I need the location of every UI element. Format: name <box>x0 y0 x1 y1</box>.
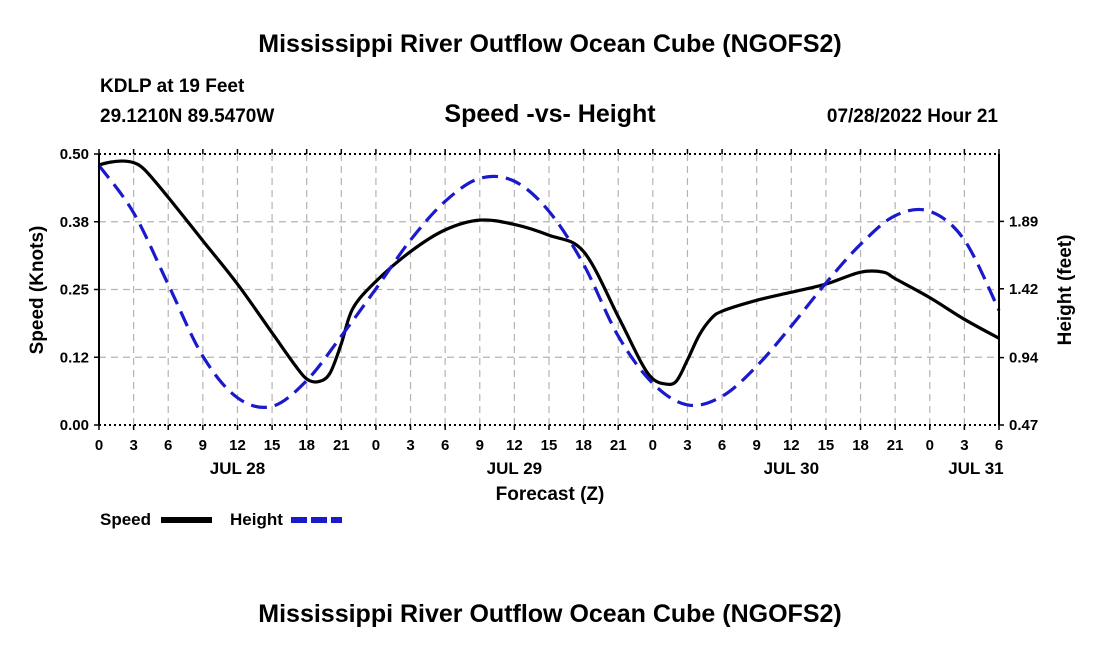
x-tick-label: 6 <box>164 437 172 454</box>
y-axis-label: Speed (Knots) <box>27 226 48 355</box>
x-tick-label: 6 <box>441 437 449 454</box>
chart-subtitle: Speed -vs- Height <box>444 100 656 128</box>
x-tick-label: 18 <box>575 437 592 454</box>
x-axis-label: Forecast (Z) <box>496 484 605 505</box>
chart-series <box>97 159 1001 409</box>
x-tick-label: 21 <box>887 437 904 454</box>
x-tick-label: 0 <box>95 437 103 454</box>
legend-label-height: Height <box>230 510 283 529</box>
x-tick-label: 9 <box>476 437 484 454</box>
date-label: JUL 31 <box>948 459 1003 478</box>
x-tick-label: 12 <box>506 437 523 454</box>
x-tick-label: 21 <box>333 437 350 454</box>
page-title: Mississippi River Outflow Ocean Cube (NG… <box>258 30 842 58</box>
chart-tick-labels: 0 3 6 9 12 15 18 21 0 3 6 9 12 15 18 21 0 3 6 9 12 15 18 21 0 3 60… <box>60 146 1039 478</box>
x-tick-label: 15 <box>264 437 281 454</box>
legend-label-speed: Speed <box>100 510 151 529</box>
chart-axes <box>94 149 1004 430</box>
x-tick-label: 0 <box>926 437 934 454</box>
station-label: KDLP at 19 Feet <box>100 76 245 97</box>
y-tick-label: 0.25 <box>60 282 89 299</box>
date-label: JUL 30 <box>764 459 819 478</box>
x-tick-label: 3 <box>683 437 691 454</box>
x-tick-label: 18 <box>852 437 869 454</box>
x-tick-label: 6 <box>995 437 1003 454</box>
y2-tick-label: 0.47 <box>1009 417 1038 434</box>
y-tick-label: 0.50 <box>60 146 89 163</box>
y-tick-label: 0.38 <box>60 214 89 231</box>
chart-legend: Speed Height <box>100 510 342 529</box>
date-label: JUL 28 <box>210 459 265 478</box>
y2-axis-label: Height (feet) <box>1055 235 1076 346</box>
x-tick-label: 3 <box>129 437 137 454</box>
x-tick-label: 12 <box>229 437 246 454</box>
x-tick-label: 12 <box>783 437 800 454</box>
x-tick-label: 0 <box>372 437 380 454</box>
x-tick-label: 6 <box>718 437 726 454</box>
x-tick-label: 3 <box>960 437 968 454</box>
x-tick-label: 21 <box>610 437 627 454</box>
x-tick-label: 3 <box>406 437 414 454</box>
y-tick-label: 0.12 <box>60 349 89 366</box>
forecast-timestamp: 07/28/2022 Hour 21 <box>826 106 998 127</box>
series-line-height <box>97 164 1001 409</box>
x-tick-label: 15 <box>541 437 558 454</box>
x-tick-label: 0 <box>649 437 657 454</box>
series-line-speed <box>98 159 1000 386</box>
y2-tick-label: 1.89 <box>1009 213 1038 230</box>
x-tick-label: 9 <box>199 437 207 454</box>
station-coordinates: 29.1210N 89.5470W <box>100 106 275 127</box>
y2-tick-label: 1.42 <box>1009 281 1038 298</box>
x-tick-label: 18 <box>298 437 315 454</box>
date-label: JUL 29 <box>487 459 542 478</box>
y2-tick-label: 0.94 <box>1009 350 1039 367</box>
x-tick-label: 15 <box>818 437 835 454</box>
y-tick-label: 0.00 <box>60 417 89 434</box>
chart-grid <box>99 154 999 425</box>
footer-title: Mississippi River Outflow Ocean Cube (NG… <box>258 600 842 628</box>
x-tick-label: 9 <box>753 437 761 454</box>
